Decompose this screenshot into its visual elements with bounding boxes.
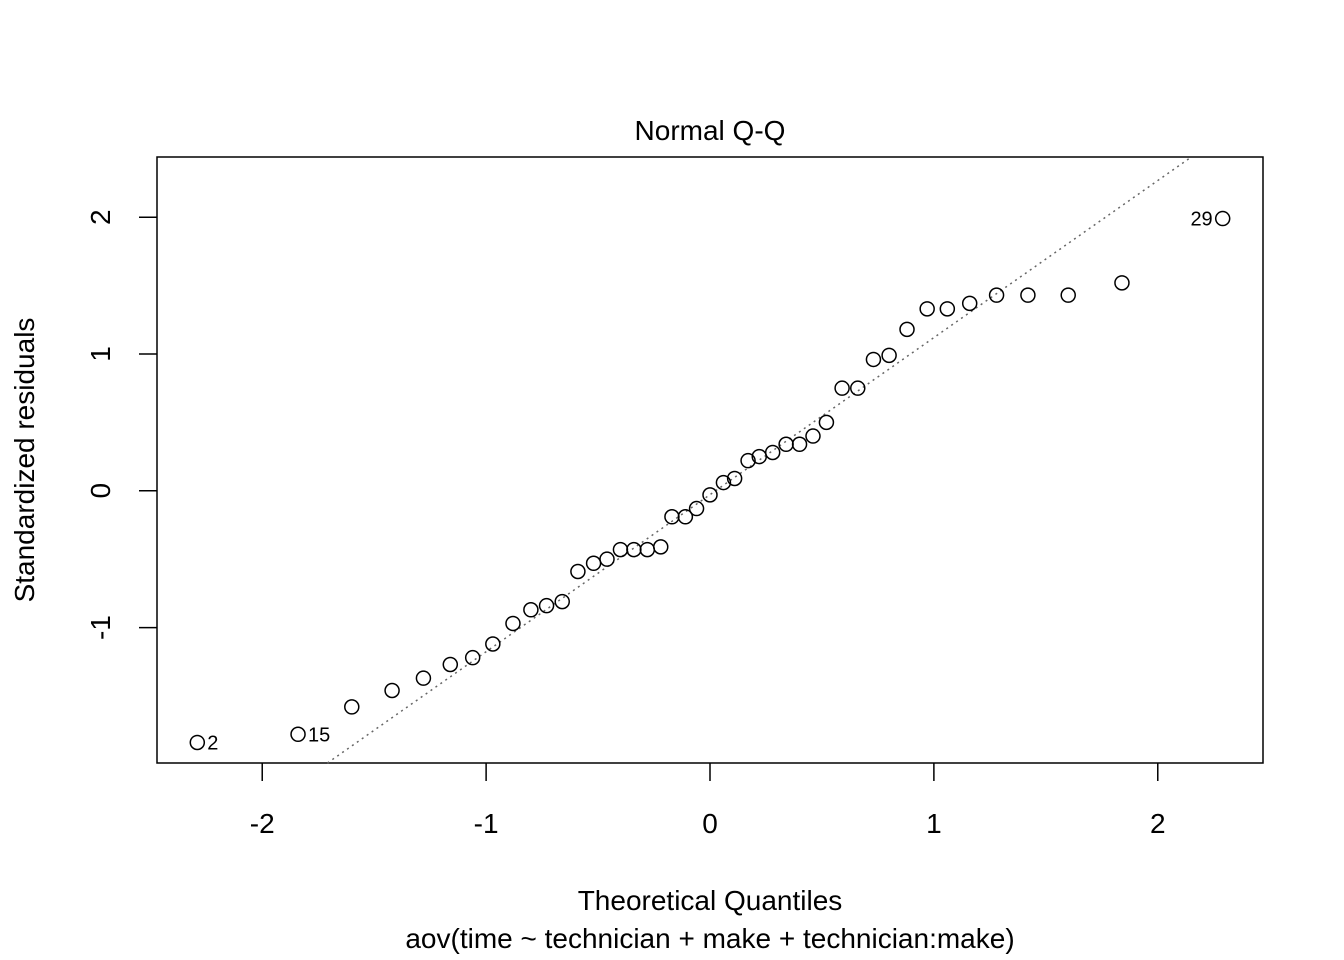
data-point <box>652 539 669 555</box>
data-point <box>778 436 794 453</box>
data-point <box>715 474 732 491</box>
x-tick-label: -1 <box>474 808 499 839</box>
data-point <box>464 649 481 666</box>
data-point <box>764 444 781 461</box>
data-point <box>740 452 756 469</box>
data-point <box>585 555 602 572</box>
data-point <box>442 656 459 673</box>
data-point <box>1214 210 1231 227</box>
data-point <box>834 380 850 396</box>
x-axis-title: Theoretical Quantiles <box>578 885 843 916</box>
x-tick-label: 2 <box>1150 808 1166 839</box>
data-point <box>988 287 1005 303</box>
data-point <box>344 699 360 715</box>
y-tick-label: 1 <box>85 346 116 362</box>
x-tick-label: 1 <box>926 808 942 839</box>
plot-frame <box>156 156 1264 764</box>
point-label: 2 <box>207 732 218 754</box>
data-point <box>189 734 206 751</box>
point-label: 15 <box>308 724 330 746</box>
data-point <box>899 321 915 338</box>
data-point <box>791 436 808 453</box>
data-point <box>505 615 521 632</box>
data-point <box>961 295 978 312</box>
points-group <box>189 210 1231 751</box>
data-point <box>881 347 897 364</box>
data-point <box>726 470 743 487</box>
x-axis: -2 -1 0 1 2 <box>250 763 1166 839</box>
data-point <box>523 602 539 618</box>
data-point <box>919 301 935 317</box>
data-point <box>415 670 432 686</box>
data-point <box>599 551 615 567</box>
data-point <box>850 380 866 396</box>
y-tick-label: -1 <box>85 615 116 640</box>
data-point <box>384 682 400 699</box>
data-point <box>570 563 586 580</box>
data-point <box>688 500 705 517</box>
data-point <box>612 541 629 558</box>
data-point <box>1060 287 1076 303</box>
data-point <box>939 301 956 317</box>
data-point <box>554 593 570 610</box>
reference-line-group <box>327 156 1192 764</box>
data-point <box>1114 275 1130 291</box>
y-axis: -1 0 1 2 <box>85 209 157 640</box>
data-point <box>639 541 656 558</box>
data-point <box>865 351 882 368</box>
data-point <box>805 428 821 444</box>
data-point <box>290 726 306 743</box>
y-tick-label: 0 <box>85 483 116 499</box>
chart-title: Normal Q-Q <box>635 115 786 146</box>
data-point <box>485 636 501 652</box>
data-point <box>702 487 718 503</box>
y-axis-title: Standardized residuals <box>9 318 40 603</box>
data-point <box>1020 287 1036 303</box>
reference-line <box>327 156 1192 764</box>
data-point <box>818 414 835 431</box>
y-tick-label: 2 <box>85 209 116 225</box>
point-label: 29 <box>1190 209 1212 231</box>
chart-subtitle: aov(time ~ technician + make + technicia… <box>405 923 1014 954</box>
data-point <box>538 597 555 614</box>
data-point <box>677 509 694 525</box>
point-labels-group: 2 15 29 <box>207 209 1212 755</box>
x-tick-label: -2 <box>250 808 275 839</box>
data-point <box>626 541 642 558</box>
x-tick-label: 0 <box>702 808 718 839</box>
